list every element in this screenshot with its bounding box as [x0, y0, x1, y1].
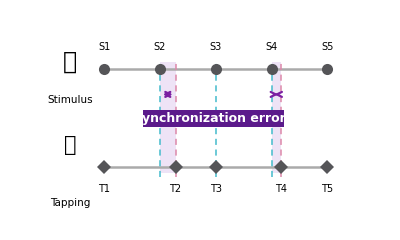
Text: T4: T4: [275, 184, 287, 194]
Text: Tapping: Tapping: [50, 198, 90, 208]
Text: S1: S1: [98, 42, 110, 52]
Text: S4: S4: [266, 42, 278, 52]
Text: S2: S2: [154, 42, 166, 52]
Text: Stimulus: Stimulus: [47, 95, 93, 105]
Text: 🪘: 🪘: [64, 135, 76, 155]
Text: T1: T1: [98, 184, 110, 194]
Text: 🔊: 🔊: [63, 50, 77, 74]
Text: T2: T2: [170, 184, 182, 194]
Text: S5: S5: [321, 42, 334, 52]
Text: T5: T5: [321, 184, 334, 194]
Bar: [143, 110, 284, 127]
Text: S3: S3: [210, 42, 222, 52]
Text: Synchronization errors: Synchronization errors: [134, 112, 294, 125]
Bar: [160, 62, 176, 173]
Text: T3: T3: [210, 184, 222, 194]
Bar: [272, 62, 281, 173]
